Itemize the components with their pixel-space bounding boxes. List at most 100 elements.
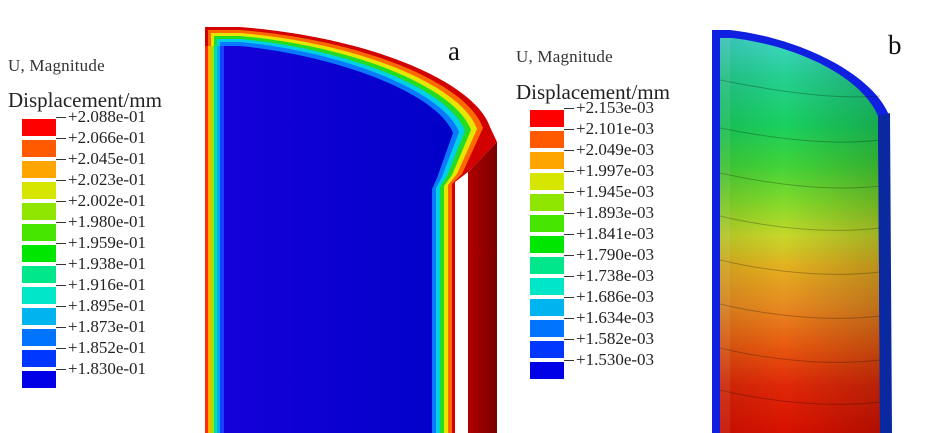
panel-label-a: a bbox=[448, 36, 460, 66]
legend-swatch bbox=[530, 173, 564, 190]
legend-value: +1.790e-03 bbox=[576, 245, 655, 264]
legend-swatch bbox=[22, 350, 56, 367]
legend-row: +1.634e-03 bbox=[530, 309, 730, 339]
legend-tick bbox=[564, 129, 574, 130]
legend-value: +2.101e-03 bbox=[576, 119, 655, 138]
legend-value: +1.830e-01 bbox=[68, 359, 147, 378]
legend-row: +1.852e-01 bbox=[22, 339, 222, 369]
legend-swatch bbox=[22, 224, 56, 241]
legend-value: +2.023e-01 bbox=[68, 170, 147, 189]
legend-tick bbox=[56, 159, 66, 160]
legend-row: +2.049e-03 bbox=[530, 141, 730, 171]
legend-row: +1.582e-03 bbox=[530, 330, 730, 360]
legend-value: +1.738e-03 bbox=[576, 266, 655, 285]
legend-value: +1.959e-01 bbox=[68, 233, 147, 252]
legend-value: +1.938e-01 bbox=[68, 254, 147, 273]
legend-swatch bbox=[530, 257, 564, 274]
legend-swatch bbox=[530, 341, 564, 358]
legend-swatch bbox=[530, 236, 564, 253]
panel-a: U, Magnitude Displacement/mm +2.088e-01 +… bbox=[8, 27, 497, 433]
legend-swatch bbox=[530, 194, 564, 211]
legend-swatch bbox=[530, 278, 564, 295]
legend-title: U, Magnitude bbox=[516, 47, 613, 66]
legend-tick bbox=[564, 234, 574, 235]
legend-tick bbox=[564, 150, 574, 151]
legend-value: +1.686e-03 bbox=[576, 287, 655, 306]
legend-value: +2.045e-01 bbox=[68, 149, 147, 168]
legend-tick bbox=[564, 360, 574, 361]
legend-swatch bbox=[530, 152, 564, 169]
legend-value: +1.893e-03 bbox=[576, 203, 655, 222]
legend-swatch bbox=[22, 203, 56, 220]
legend-swatch bbox=[22, 329, 56, 346]
legend-row: +1.738e-03 bbox=[530, 267, 730, 297]
legend-row: +1.790e-03 bbox=[530, 246, 730, 276]
legend-tick bbox=[564, 171, 574, 172]
legend-swatch bbox=[530, 362, 564, 379]
legend-swatch bbox=[22, 140, 56, 157]
legend-value: +2.088e-01 bbox=[68, 107, 147, 126]
legend-swatch bbox=[530, 110, 564, 127]
legend-row: +2.066e-01 bbox=[22, 129, 222, 159]
legend-tick bbox=[56, 285, 66, 286]
legend-swatch bbox=[22, 266, 56, 283]
legend-tick bbox=[56, 201, 66, 202]
legend-swatch bbox=[22, 182, 56, 199]
legend-unit-label: Displacement/mm bbox=[516, 80, 670, 104]
legend-row: +1.945e-03 bbox=[530, 183, 730, 213]
legend-swatch bbox=[530, 299, 564, 316]
legend-row: +1.916e-01 bbox=[22, 276, 222, 306]
legend-tick bbox=[56, 117, 66, 118]
legend-row: +1.686e-03 bbox=[530, 288, 730, 318]
legend-tick bbox=[564, 108, 574, 109]
legend-unit-label: Displacement/mm bbox=[8, 88, 162, 112]
legend-value: +2.153e-03 bbox=[576, 98, 655, 117]
legend-row: +1.997e-03 bbox=[530, 162, 730, 192]
legend-row: +1.959e-01 bbox=[22, 234, 222, 264]
legend-swatch bbox=[530, 320, 564, 337]
legend-value: +1.945e-03 bbox=[576, 182, 655, 201]
legend-tick bbox=[564, 318, 574, 319]
legend-row: +1.841e-03 bbox=[530, 225, 730, 255]
legend-swatch bbox=[22, 308, 56, 325]
legend-swatch bbox=[22, 371, 56, 388]
legend-row: +2.045e-01 bbox=[22, 150, 222, 180]
legend-title: U, Magnitude bbox=[8, 56, 105, 75]
legend-tick bbox=[564, 213, 574, 214]
legend-value: +1.852e-01 bbox=[68, 338, 147, 357]
legend-swatch bbox=[22, 287, 56, 304]
legend-tick bbox=[56, 138, 66, 139]
legend-tick bbox=[564, 339, 574, 340]
panel-b: U, Magnitude Displacement/mm +2.153e-03 +… bbox=[470, 0, 937, 433]
legend-swatch bbox=[530, 131, 564, 148]
legend-row: +1.873e-01 bbox=[22, 318, 222, 348]
legend-value: +1.916e-01 bbox=[68, 275, 147, 294]
legend-row: +2.153e-03 bbox=[530, 99, 730, 129]
legend-row: +1.830e-01 bbox=[22, 360, 222, 390]
legend-tick bbox=[56, 306, 66, 307]
legend-row: +1.980e-01 bbox=[22, 213, 222, 243]
legend-value: +2.066e-01 bbox=[68, 128, 147, 147]
legend-tick bbox=[56, 180, 66, 181]
legend-tick bbox=[56, 264, 66, 265]
fea-model-a bbox=[205, 27, 497, 433]
legend-tick bbox=[564, 297, 574, 298]
legend-tick bbox=[56, 369, 66, 370]
legend-row: +1.530e-03 bbox=[530, 351, 730, 381]
legend-value: +1.582e-03 bbox=[576, 329, 655, 348]
legend-tick bbox=[56, 348, 66, 349]
legend-row: +1.893e-03 bbox=[530, 204, 730, 234]
legend-tick bbox=[564, 276, 574, 277]
legend-value: +1.841e-03 bbox=[576, 224, 655, 243]
legend-swatch bbox=[22, 119, 56, 136]
legend-tick bbox=[56, 327, 66, 328]
legend-value: +1.873e-01 bbox=[68, 317, 147, 336]
legend-swatch bbox=[22, 161, 56, 178]
legend-swatch bbox=[530, 215, 564, 232]
legend-value: +1.980e-01 bbox=[68, 212, 147, 231]
legend-value: +1.530e-03 bbox=[576, 350, 655, 369]
fea-model-b bbox=[712, 30, 892, 433]
legend-row: +2.101e-03 bbox=[530, 120, 730, 150]
legend-tick bbox=[56, 222, 66, 223]
legend-tick bbox=[564, 255, 574, 256]
